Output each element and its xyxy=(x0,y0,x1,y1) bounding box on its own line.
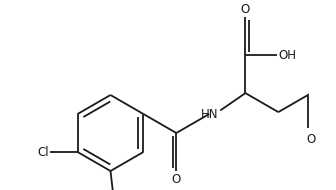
Text: HN: HN xyxy=(201,108,218,120)
Text: OH: OH xyxy=(278,49,296,62)
Text: O: O xyxy=(241,3,250,16)
Text: O: O xyxy=(307,133,316,146)
Text: O: O xyxy=(172,173,181,186)
Text: Cl: Cl xyxy=(38,146,49,158)
